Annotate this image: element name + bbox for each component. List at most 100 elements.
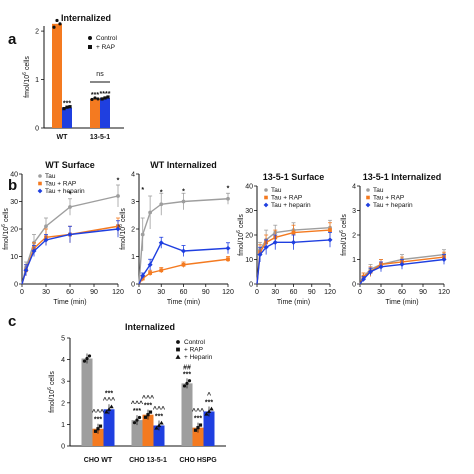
chart-b4-point <box>441 257 447 262</box>
chart-b1-ylabel: fmol/106 cells <box>1 208 10 250</box>
chart-a-category-label: WT <box>57 134 69 141</box>
chart-b3-point <box>291 230 296 235</box>
chart-b1-legend-marker <box>38 181 42 186</box>
chart-b1-xtick-label: 60 <box>66 289 74 296</box>
chart-b1-ytick-label: 20 <box>10 227 18 234</box>
chart-b1-significance: * <box>69 191 72 198</box>
chart-c-point <box>206 409 212 414</box>
chart-c-ytick-label: 1 <box>61 422 65 429</box>
chart-a-point <box>58 22 62 26</box>
chart-c-significance: ^ <box>207 391 211 399</box>
chart-b2-point <box>140 232 145 237</box>
chart-b3-ytick-label: 0 <box>249 282 253 289</box>
chart-a-point <box>68 105 72 109</box>
chart-b1-ytick-label: 30 <box>10 199 18 206</box>
chart-b2-xtick-label: 0 <box>137 289 141 296</box>
chart-b1-series-curve <box>21 228 119 285</box>
chart-b2-ytick-label: 4 <box>131 172 135 179</box>
chart-c-significance: *** <box>205 399 213 406</box>
chart-c-bar <box>153 425 165 446</box>
chart-c-point <box>146 413 150 417</box>
chart-c-category-label: CHO WT <box>84 457 113 464</box>
chart-b1-legend-marker <box>37 188 43 194</box>
chart-c-point <box>156 423 162 428</box>
chart-a-category-label: 13-5-1 <box>90 134 110 141</box>
chart-b3-legend-label: Tau <box>271 187 282 194</box>
chart-b4-point <box>361 276 366 282</box>
chart-b2-point <box>181 199 186 204</box>
chart-c-point <box>204 411 209 416</box>
chart-b1-xtick-label: 120 <box>112 289 124 296</box>
chart-b3-xtick-label: 60 <box>290 289 298 296</box>
chart-c-significance: ^^^ <box>92 409 104 417</box>
chart-b3-ytick-label: 40 <box>245 184 253 191</box>
chart-c-point <box>185 381 189 385</box>
chart-b4-point <box>368 269 373 275</box>
chart-b3-xlabel: Time (min) <box>277 299 310 306</box>
chart-a-legend-label: + RAP <box>96 44 115 51</box>
chart-b1-point <box>67 232 73 237</box>
chart-c-significance: ^^^ <box>153 405 165 413</box>
chart-b3-xtick-label: 30 <box>271 289 279 296</box>
chart-a-bar <box>90 98 100 128</box>
chart-a-ytick-label: 0 <box>35 126 39 133</box>
chart-c-significance: *** <box>144 403 152 410</box>
chart-c-significance: ^^^ <box>131 400 143 408</box>
chart-b2-xlabel: Time (min) <box>167 299 200 306</box>
chart-b4-legend-label: Tau + heparin <box>373 202 413 209</box>
chart-c-bar <box>103 409 115 446</box>
chart-c-point <box>148 410 153 414</box>
chart-c-significance: *** <box>94 417 102 424</box>
chart-c-point <box>187 379 192 383</box>
chart-b4-legend-label: Tau <box>373 187 384 194</box>
chart-b4-ylabel: fmol/106 cells <box>339 214 348 256</box>
chart-b4-point <box>378 264 384 270</box>
chart-c-ytick-label: 3 <box>61 379 65 386</box>
chart-b3-ylabel: fmol/106 cells <box>236 214 245 256</box>
chart-c-significance: ^^^ <box>192 408 204 416</box>
chart-b3-point <box>328 228 332 232</box>
chart-c-point <box>154 425 159 430</box>
panel-letter-a: a <box>8 31 17 48</box>
chart-b4-legend-marker <box>366 188 370 192</box>
chart-b2-series-curve <box>138 198 229 285</box>
chart-b3-xtick-label: 90 <box>308 289 316 296</box>
chart-c-bar <box>192 427 204 446</box>
chart-c-point <box>135 418 139 422</box>
chart-b3-legend-marker <box>264 195 268 200</box>
chart-c-point <box>82 359 87 363</box>
chart-b1-point <box>44 224 48 229</box>
chart-b4-legend-label: Tau + RAP <box>373 195 404 202</box>
chart-c-point <box>198 423 203 427</box>
chart-b2-point <box>226 196 230 201</box>
chart-a-point <box>100 97 104 101</box>
chart-b3-legend-marker <box>264 188 268 192</box>
chart-b1-ytick-label: 0 <box>14 282 18 289</box>
chart-b4-ytick-label: 4 <box>352 184 356 191</box>
chart-b1-xlabel: Time (min) <box>53 299 86 306</box>
chart-b2-significance: * <box>160 190 163 197</box>
chart-b2-ytick-label: 1 <box>131 254 135 261</box>
chart-b1-legend-label: Tau + RAP <box>45 181 76 188</box>
chart-a-point <box>96 97 100 101</box>
chart-b1-legend-label: Tau <box>45 173 56 180</box>
chart-b1-significance: * <box>117 177 120 184</box>
chart-b4-legend-marker <box>366 195 370 200</box>
chart-c-point <box>87 354 92 358</box>
chart-b2-ytick-label: 2 <box>131 227 135 234</box>
chart-b1-point <box>23 267 29 273</box>
chart-b1-point <box>116 194 120 198</box>
chart-c-ytick-label: 4 <box>61 357 65 364</box>
chart-c-point <box>196 426 200 430</box>
chart-b3-point <box>327 237 333 243</box>
chart-c-legend-label: Control <box>184 339 206 346</box>
chart-a-point <box>65 105 69 109</box>
chart-b4-xtick-label: 60 <box>398 289 406 296</box>
chart-c-significance: ## <box>183 364 191 371</box>
chart-b3-point <box>263 244 269 250</box>
chart-b2-point <box>159 268 164 273</box>
chart-a-legend-marker <box>88 36 92 40</box>
chart-c-point <box>98 424 103 428</box>
chart-a-point <box>52 25 56 29</box>
chart-c-significance: *** <box>133 408 141 415</box>
